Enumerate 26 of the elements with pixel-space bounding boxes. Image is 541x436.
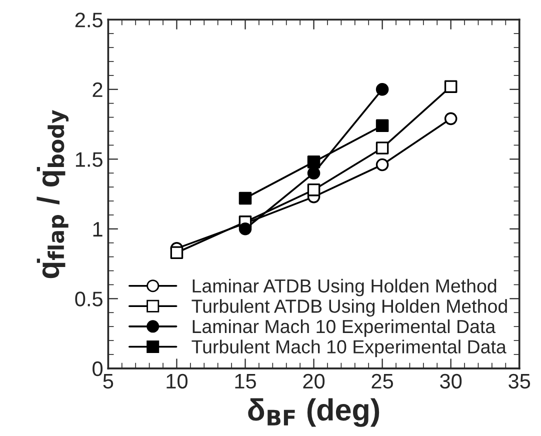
point: [170, 246, 184, 260]
legend-label: Turbulent Mach 10 Experimental Data: [192, 340, 506, 358]
x-tick-label: 35: [508, 374, 530, 389]
point: [307, 183, 320, 196]
legend-label: Laminar Mach 10 Experimental Data: [192, 319, 496, 337]
x-tick-label: 15: [235, 374, 256, 389]
x-tick-label: 30: [440, 374, 462, 389]
legend-label: Laminar ATDB Using Holden Method: [192, 278, 496, 296]
legend-label: Turbulent ATDB Using Holden Method: [192, 299, 507, 317]
point: [307, 156, 320, 168]
point: [376, 142, 389, 154]
y-tick-label: 0.5: [75, 292, 102, 306]
y-tick-label: 2: [92, 82, 102, 97]
y-axis-title: q̇$_{flap}$ / q̇$_{body}$: [36, 110, 69, 278]
x-tick-label: 10: [166, 374, 188, 389]
point: [238, 192, 252, 205]
y-tick-label: 1: [93, 222, 102, 236]
x-axis-title: δ$_{BF}$ (deg): [248, 398, 380, 427]
point: [376, 119, 389, 132]
y-tick-label: 1.5: [76, 152, 102, 167]
y-tick-label: 2.5: [75, 12, 102, 28]
y-tick-label: 0: [92, 361, 103, 376]
x-tick-label: 20: [303, 374, 325, 389]
x-tick-label: 5: [103, 374, 114, 389]
point: [444, 80, 458, 93]
x-tick-label: 25: [372, 374, 394, 389]
